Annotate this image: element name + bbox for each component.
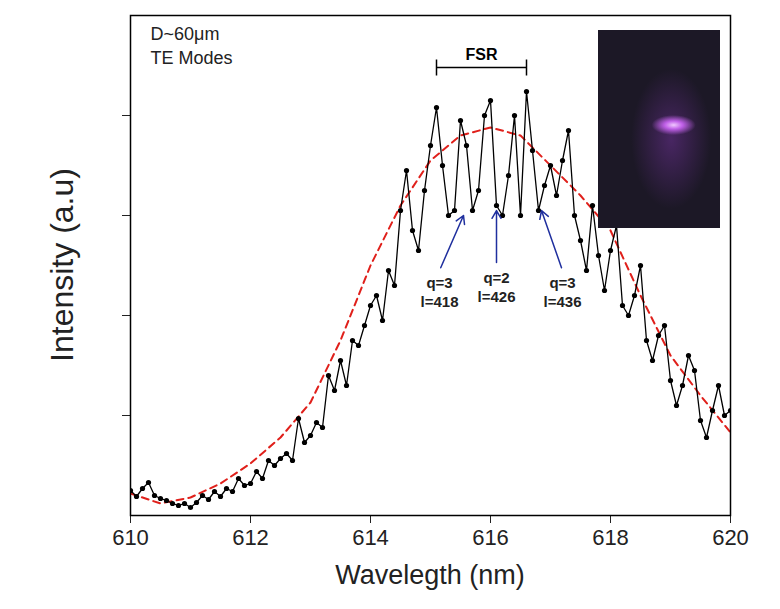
html-text:Wavelegth (nm): Wavelegth (nm) <box>335 560 525 590</box>
svg-text:q=3l=418: q=3l=418 <box>421 274 459 310</box>
svg-text:620: 620 <box>712 525 749 550</box>
svg-text:616: 616 <box>472 525 509 550</box>
svg-text:FSR: FSR <box>466 46 498 63</box>
svg-text:D~60μm: D~60μm <box>151 24 220 44</box>
svg-text:618: 618 <box>592 525 629 550</box>
svg-text:610: 610 <box>112 525 149 550</box>
svg-text:612: 612 <box>232 525 269 550</box>
svg-text:614: 614 <box>352 525 389 550</box>
svg-text:q=2l=426: q=2l=426 <box>478 269 516 305</box>
svg-text:q=3l=436: q=3l=436 <box>544 274 582 310</box>
svg-text:TE Modes: TE Modes <box>151 48 233 68</box>
html-text:Intensity (a.u): Intensity (a.u) <box>43 168 80 362</box>
